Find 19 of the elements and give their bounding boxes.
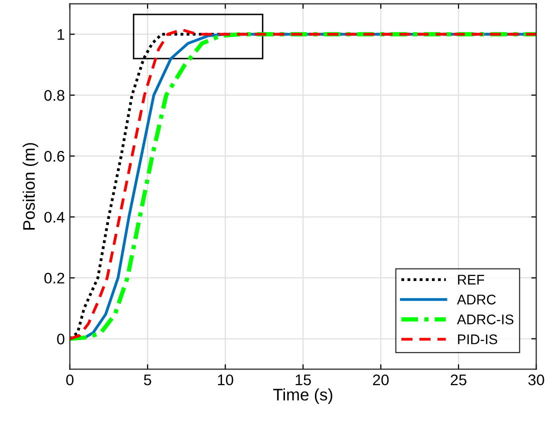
legend-label: ADRC bbox=[456, 294, 496, 304]
legend-label: REF bbox=[458, 274, 484, 284]
x-tick-label: 5 bbox=[144, 374, 152, 386]
y-tick-label: 0 bbox=[57, 334, 64, 344]
x-tick-label: 25 bbox=[450, 374, 466, 386]
legend-label: PID-IS bbox=[458, 334, 498, 344]
y-tick-label: 0.6 bbox=[44, 150, 64, 162]
y-tick-label: 0.2 bbox=[44, 272, 64, 284]
x-axis-title: Time (s) bbox=[273, 388, 332, 404]
x-tick-label: 20 bbox=[373, 374, 389, 386]
legend-label: ADRC-IS bbox=[456, 314, 514, 324]
x-tick-label: 0 bbox=[66, 374, 74, 386]
x-tick-label: 30 bbox=[528, 374, 544, 386]
x-tick-label: 15 bbox=[296, 374, 311, 386]
y-tick-label: 0.4 bbox=[44, 212, 65, 223]
y-tick-label: 0.8 bbox=[44, 90, 64, 101]
y-tick-label: 1 bbox=[58, 29, 64, 40]
y-axis-title: Position (m) bbox=[22, 143, 38, 230]
x-tick-label: 10 bbox=[218, 374, 234, 386]
